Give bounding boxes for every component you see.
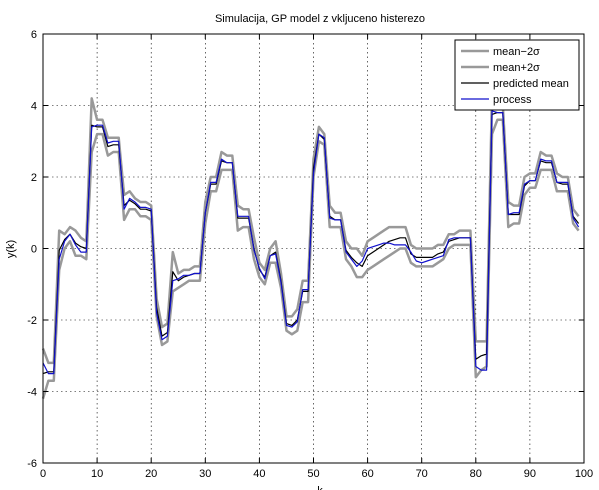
chart-title: Simulacija, GP model z vkljuceno histere… bbox=[215, 13, 425, 25]
legend-entry: predicted mean bbox=[493, 78, 569, 90]
legend-entry: mean+2σ bbox=[493, 62, 540, 74]
x-tick-label: 100 bbox=[575, 468, 593, 480]
x-tick-label: 80 bbox=[470, 468, 482, 480]
x-tick-label: 90 bbox=[524, 468, 536, 480]
series-line-0 bbox=[41, 118, 580, 399]
y-tick-label: 6 bbox=[31, 29, 37, 41]
y-tick-label: 2 bbox=[31, 172, 37, 184]
x-tick-label: 40 bbox=[253, 468, 265, 480]
x-tick-label: 0 bbox=[40, 468, 46, 480]
y-tick-label: 0 bbox=[31, 244, 37, 256]
x-axis-label: k bbox=[317, 485, 323, 490]
ticks: 0 10 20 30 40 50 60 70 80 90 100 -6 -4 -2 0 2 4 6 bbox=[27, 29, 593, 480]
y-tick-label: -2 bbox=[27, 315, 37, 327]
x-tick-label: 30 bbox=[199, 468, 211, 480]
y-axis-label: y(k) bbox=[5, 240, 17, 258]
x-tick-label: 10 bbox=[91, 468, 103, 480]
legend-entry: mean−2σ bbox=[493, 46, 540, 58]
y-tick-label: -4 bbox=[27, 387, 37, 399]
legend-entry: process bbox=[493, 94, 532, 106]
legend: mean−2σ mean+2σ predicted mean process bbox=[454, 39, 580, 111]
x-tick-label: 20 bbox=[145, 468, 157, 480]
x-tick-label: 50 bbox=[307, 468, 319, 480]
series-line-3 bbox=[42, 110, 580, 375]
x-tick-label: 70 bbox=[416, 468, 428, 480]
grid bbox=[43, 34, 584, 463]
y-tick-label: -6 bbox=[27, 458, 37, 470]
y-tick-label: 4 bbox=[31, 101, 37, 113]
x-tick-label: 60 bbox=[361, 468, 373, 480]
series-layer bbox=[41, 93, 580, 399]
